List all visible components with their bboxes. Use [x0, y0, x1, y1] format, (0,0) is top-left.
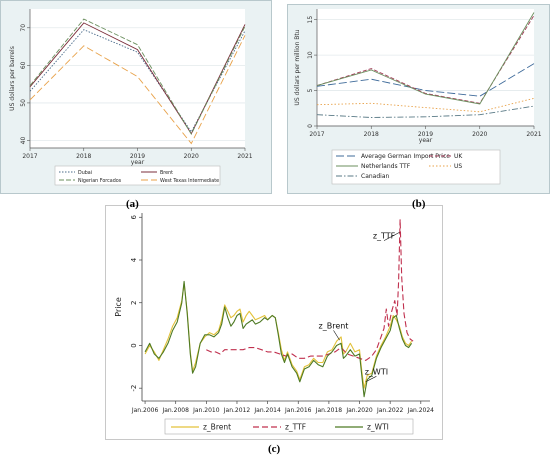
legend-label-b-2: Netherlands TTF	[361, 163, 411, 170]
panel-label-b: (b)	[412, 198, 426, 210]
ytick-label-a-1: 50	[20, 99, 27, 107]
xtick-label-c-6: Jan.2018	[315, 407, 343, 414]
xtick-label-c-0: Jan.2006	[131, 407, 159, 414]
legend-label-b-0: Average German Import Price	[361, 153, 450, 160]
xtick-label-c-7: Jan.2020	[345, 407, 373, 414]
xtick-label-c-3: Jan.2012	[223, 407, 251, 414]
chart-a-plot-area	[30, 9, 245, 148]
series-line-a-2	[29, 18, 246, 136]
xtick-label-b-4: 2021	[526, 131, 541, 138]
ytick-label-b-1: 5	[307, 88, 314, 92]
series-line-b-4	[316, 105, 535, 118]
chart-a: 40 50 60 70 2017 2018 2019 2020 2021 year US dolla…	[0, 0, 272, 194]
xtick-label-a-0: 2017	[22, 153, 37, 160]
xtick-label-c-5: Jan.2016	[284, 407, 312, 414]
legend-box-a	[54, 165, 221, 186]
annotation-c-1: z_Brent	[319, 321, 349, 330]
legend-label-a-0: Dubai	[78, 170, 92, 176]
chart-b-plot-area	[317, 9, 534, 126]
series-line-b-3	[316, 97, 535, 113]
legend-label-c-2: z_WTI	[367, 423, 389, 432]
ytick-label-c-0: -2	[130, 385, 138, 392]
xtick-label-b-3: 2020	[472, 131, 487, 138]
xtick-label-a-3: 2020	[184, 153, 199, 160]
xtick-label-c-4: Jan.2014	[253, 407, 281, 414]
series-line-c-1	[206, 218, 414, 361]
ytick-label-b-3: 15	[307, 16, 314, 24]
series-line-b-0	[316, 63, 535, 97]
panel-label-a: (a)	[126, 198, 139, 210]
annotation-pointer-c-0	[383, 231, 400, 241]
ytick-label-a-0: 40	[20, 136, 27, 144]
annotation-pointer-c-2	[365, 376, 377, 383]
legend-label-b-4: Canadian	[361, 173, 389, 180]
series-line-a-3	[29, 35, 246, 145]
xtick-label-c-8: Jan.2022	[376, 407, 404, 414]
chart-c-background	[105, 205, 443, 440]
ytick-label-c-3: 4	[130, 257, 138, 262]
annotation-c-0: z_TTF	[373, 232, 396, 241]
ytick-label-a-2: 60	[20, 61, 27, 69]
xtick-label-a-1: 2018	[76, 153, 91, 160]
xtick-label-c-1: Jan.2008	[161, 407, 189, 414]
legend-label-b-1: UK	[454, 153, 463, 160]
series-line-b-2	[316, 12, 535, 105]
legend-label-c-1: z_TTF	[285, 423, 306, 432]
legend-label-b-3: US	[454, 163, 462, 170]
legend-box-b	[331, 149, 501, 185]
x-axis-title-a: year	[131, 159, 145, 166]
xtick-label-b-1: 2018	[364, 131, 379, 138]
y-axis-title-c: Price	[114, 297, 123, 317]
ytick-label-c-4: 6	[130, 215, 138, 220]
panel-label-c: (c)	[268, 443, 281, 455]
xtick-label-a-4: 2021	[237, 153, 252, 160]
x-axis-title-b: year	[419, 137, 433, 144]
ytick-label-b-2: 10	[307, 51, 314, 59]
xtick-label-a-2: 2019	[130, 153, 145, 160]
legend-label-a-2: Nigerian Forcados	[78, 178, 122, 184]
annotation-c-2: z_WTI	[365, 367, 388, 376]
chart-b: 0 5 10 15 2017 2018 2019 2020 2021 year US dollars…	[287, 4, 550, 194]
ytick-label-c-1: 0	[130, 343, 138, 347]
ytick-label-c-2: 2	[130, 300, 138, 304]
xtick-label-c-9: Jan.2024	[407, 407, 435, 414]
legend-box-c	[164, 418, 414, 435]
xtick-label-b-0: 2017	[309, 131, 324, 138]
y-axis-title-a: US dollars per barrels	[9, 46, 16, 111]
ytick-label-a-3: 70	[20, 24, 27, 32]
legend-label-a-3: West Texas Intermediate	[160, 178, 219, 184]
xtick-label-c-2: Jan.2010	[192, 407, 220, 414]
ytick-label-b-0: 0	[307, 124, 314, 128]
legend-label-a-1: Brent	[160, 170, 173, 176]
xtick-label-b-2: 2019	[418, 131, 433, 138]
y-axis-title-b: US dollars per million Btu	[294, 29, 301, 105]
series-line-c-2	[144, 280, 413, 398]
annotation-pointer-c-1	[333, 330, 340, 341]
legend-label-c-0: z_Brent	[203, 423, 231, 432]
